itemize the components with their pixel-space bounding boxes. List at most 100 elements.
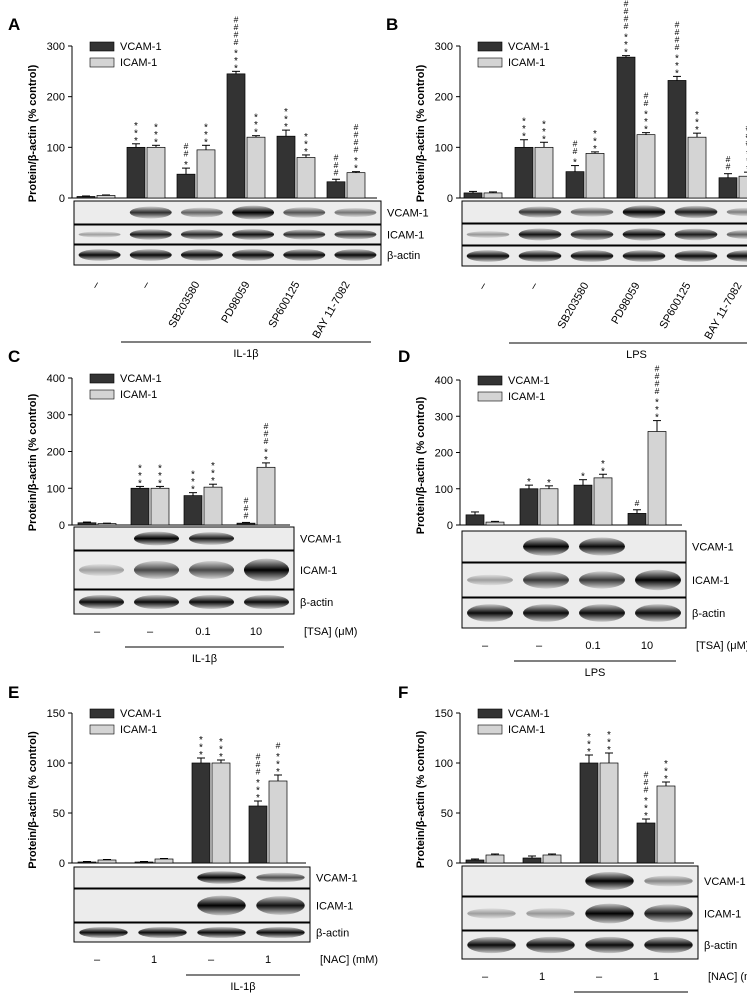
significance-mark: * (644, 117, 648, 128)
significance-mark: * (664, 759, 668, 770)
significance-mark: # (624, 0, 629, 9)
category-label: 1 (539, 971, 545, 983)
significance-mark: * (234, 56, 238, 67)
significance-mark: # (624, 21, 629, 31)
blot-vcam-band (133, 531, 180, 546)
blot-icam-band (523, 571, 569, 589)
significance-mark: * (527, 477, 531, 488)
blot-icam-band (467, 574, 513, 586)
bar-vcam (134, 861, 154, 864)
blot-vcam-frame (461, 530, 687, 563)
blot-icam-band (78, 231, 121, 238)
blot-actin-band (79, 926, 128, 939)
blot-icam-band (283, 229, 326, 240)
bar-vcam (176, 173, 196, 199)
panel-letter: A (8, 15, 20, 34)
significance-mark: * (644, 110, 648, 121)
panel-letter: C (8, 347, 20, 366)
bar-vcam (130, 487, 150, 526)
y-tick-label: 0 (59, 858, 65, 870)
y-axis-label: Protein/β-actin (% control) (415, 64, 427, 202)
blot-icam-band (466, 231, 510, 238)
blot-actin-band (635, 604, 681, 622)
blot-actin-frame (73, 922, 311, 943)
significance-mark: * (593, 129, 597, 140)
blot-icam-band (518, 228, 562, 241)
significance-mark: * (542, 127, 546, 138)
blot-actin-band (256, 926, 305, 939)
blot-vcam-frame (73, 866, 311, 889)
blot-vcam-band (256, 872, 305, 883)
significance-mark: * (304, 147, 308, 158)
category-label: 1 (265, 954, 271, 966)
significance-mark: * (587, 732, 591, 743)
significance-mark: * (138, 471, 142, 482)
category-label: SB203580 (556, 281, 592, 332)
blot-vcam-band (232, 205, 275, 220)
blot-icam-band (129, 229, 172, 240)
significance-mark: # (256, 759, 261, 769)
blot-icam-band (78, 564, 125, 576)
bar-vcam (465, 514, 485, 526)
significance-mark: # (244, 503, 249, 513)
significance-mark: # (354, 137, 359, 147)
bar-icam (483, 192, 503, 199)
significance-mark: # (334, 160, 339, 170)
category-label: – (94, 626, 101, 638)
blot-icam-band (243, 558, 290, 582)
blot-actin-band (78, 249, 121, 261)
y-tick-label: 400 (435, 375, 453, 387)
significance-mark: * (138, 463, 142, 474)
y-tick-label: 300 (47, 410, 65, 422)
bar-icam (246, 136, 266, 199)
blot-actin-band (523, 604, 569, 622)
significance-mark: # (234, 14, 239, 24)
legend-swatch (89, 41, 115, 52)
legend-swatch (477, 724, 503, 735)
bar-icam (268, 780, 288, 864)
significance-mark: * (211, 476, 215, 487)
category-label: SB203580 (167, 280, 203, 331)
blot-label: ICAM-1 (316, 901, 353, 913)
significance-mark: * (256, 778, 260, 789)
significance-mark: * (219, 737, 223, 748)
category-label: – (596, 971, 603, 983)
significance-mark: * (675, 68, 679, 79)
significance-mark: # (624, 6, 629, 16)
significance-mark: * (644, 804, 648, 815)
bar-vcam (627, 513, 647, 526)
y-axis-label: Protein/β-actin (% control) (27, 393, 39, 531)
bar-icam (154, 858, 174, 864)
blot-vcam-band (334, 207, 377, 218)
significance-mark: * (211, 469, 215, 480)
category-label: BAY 11-7082 (702, 281, 744, 342)
significance-mark: # (624, 14, 629, 24)
significance-mark: # (276, 741, 281, 751)
significance-mark: # (354, 130, 359, 140)
significance-mark: # (635, 498, 640, 508)
significance-mark: # (354, 122, 359, 132)
significance-mark: * (354, 156, 358, 167)
blot-actin-band (622, 250, 666, 262)
y-tick-label: 50 (441, 808, 453, 820)
y-tick-label: 300 (435, 411, 453, 423)
category-label: – (482, 971, 489, 983)
significance-mark: # (234, 37, 239, 47)
significance-mark: # (234, 29, 239, 39)
blot-icam-band (644, 904, 693, 923)
legend-swatch (477, 375, 503, 386)
significance-mark: # (573, 139, 578, 149)
treatment-axis-label: [NAC] (mM) (320, 954, 378, 966)
significance-mark: * (644, 796, 648, 807)
significance-mark: * (254, 113, 258, 124)
blot-vcam-band (579, 537, 625, 556)
y-axis-label: Protein/β-actin (% control) (415, 730, 427, 868)
blot-vcam-band (674, 205, 718, 219)
significance-mark: * (601, 459, 605, 470)
legend-swatch (89, 373, 115, 384)
blot-actin-band (526, 936, 575, 954)
blot-actin-band (133, 594, 180, 610)
legend-entry: ICAM-1 (508, 391, 545, 403)
significance-mark: # (746, 138, 747, 148)
